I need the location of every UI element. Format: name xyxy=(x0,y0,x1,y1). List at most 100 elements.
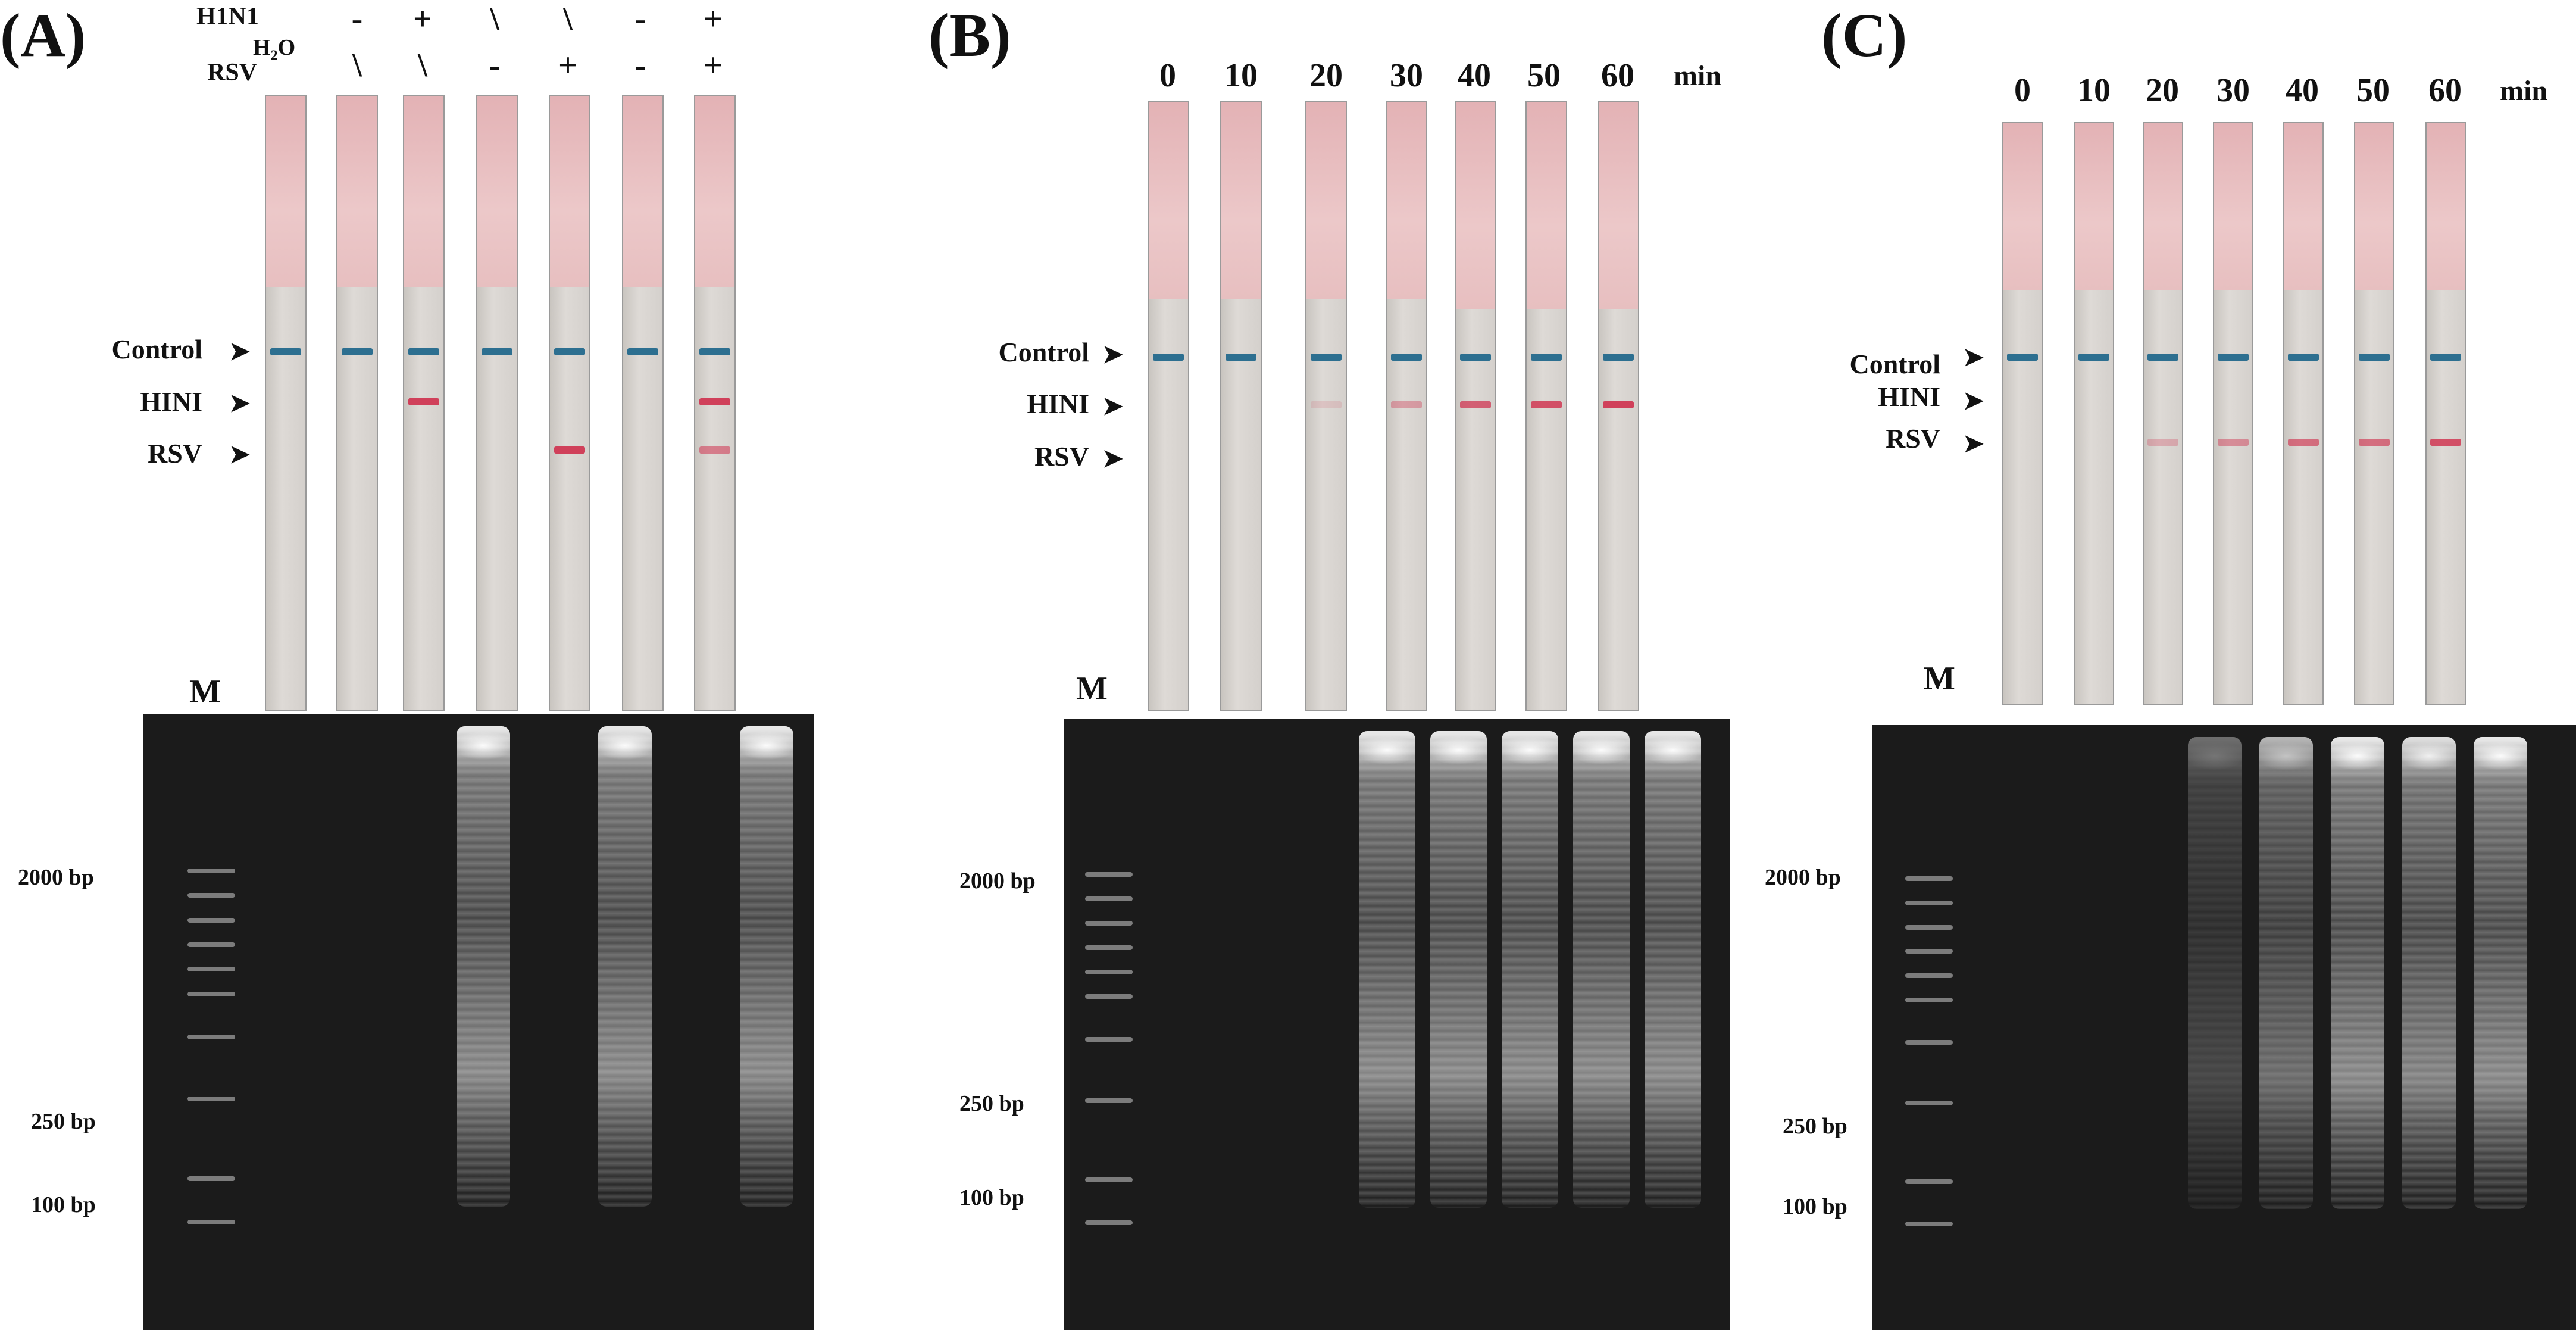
b-rsv-arrow-icon: ➤ xyxy=(1102,445,1124,473)
b-rsv-label: RSV xyxy=(1034,441,1089,471)
panel-a-strip xyxy=(694,95,736,711)
panel-b-gel xyxy=(1064,719,1730,1330)
a-rsv-arrow-icon: ➤ xyxy=(229,441,251,468)
a-bp-250: 250 bp xyxy=(31,1109,96,1134)
panel-a-rsv-row-label: RSV xyxy=(207,59,258,86)
a-row2-col2: \ xyxy=(418,47,427,84)
ladder-band xyxy=(1905,1039,1953,1045)
ladder-band xyxy=(187,917,235,923)
panel-a-h1n1-row-label: H1N1 xyxy=(196,3,259,30)
sample-pad xyxy=(1149,102,1188,299)
gel-lane-smear xyxy=(1502,731,1558,1208)
sample-pad xyxy=(2284,123,2322,290)
h1n1-test-line xyxy=(1530,401,1562,408)
control-line xyxy=(1530,354,1562,361)
a-bp-100: 100 bp xyxy=(31,1192,96,1217)
sample-pad xyxy=(695,96,734,287)
panel-a-strip xyxy=(549,95,590,711)
rsv-test-line xyxy=(554,446,586,454)
sample-pad xyxy=(550,96,589,287)
c-time-40: 40 xyxy=(2286,72,2319,109)
a-rsv-label: RSV xyxy=(147,438,202,468)
gel-lane-smear xyxy=(2402,737,2456,1210)
ladder-band xyxy=(1905,1100,1953,1105)
panel-c-strip xyxy=(2425,122,2466,705)
b-marker-label: M xyxy=(1076,670,1108,707)
ladder-band xyxy=(1085,970,1133,975)
a-row2-col6: + xyxy=(704,47,723,84)
a-row1-col1: - xyxy=(351,1,363,38)
b-bp-2000: 2000 bp xyxy=(959,869,1036,894)
c-unit-label: min xyxy=(2500,75,2548,107)
panel-b-strip xyxy=(1386,101,1427,711)
c-bp-2000: 2000 bp xyxy=(1765,865,1841,890)
rsv-test-line xyxy=(699,446,731,454)
ladder-band xyxy=(187,1035,235,1040)
b-time-30: 30 xyxy=(1390,57,1423,94)
b-time-40: 40 xyxy=(1458,57,1491,94)
ladder-band xyxy=(1085,994,1133,999)
ladder-band xyxy=(1085,1177,1133,1183)
control-line xyxy=(270,348,302,355)
dna-ladder xyxy=(1085,719,1133,1330)
c-time-10: 10 xyxy=(2077,72,2111,109)
panel-a-water-label: H2O xyxy=(253,35,295,64)
c-marker-label: M xyxy=(1924,660,1955,697)
c-control-label: Control xyxy=(1849,349,1941,379)
h1n1-test-line xyxy=(1310,401,1342,408)
a-row2-col5: - xyxy=(634,47,646,84)
a-control-arrow-icon: ➤ xyxy=(229,338,251,366)
a-row1-col4: \ xyxy=(563,1,573,38)
control-line xyxy=(1390,354,1423,361)
c-time-30: 30 xyxy=(2217,72,2250,109)
dna-ladder xyxy=(1905,725,1953,1330)
panel-c-strip xyxy=(2074,122,2114,705)
control-line xyxy=(627,348,659,355)
sample-pad xyxy=(1599,102,1638,309)
sample-pad xyxy=(1527,102,1566,309)
a-row2-col3: - xyxy=(489,47,501,84)
h1n1-test-line xyxy=(408,398,440,405)
sample-pad xyxy=(2075,123,2113,290)
water-sub: 2 xyxy=(270,48,278,64)
b-unit-label: min xyxy=(1674,60,1722,92)
control-line xyxy=(2147,354,2178,361)
a-control-label: Control xyxy=(111,334,203,364)
a-h1n1-label: HINI xyxy=(140,386,202,417)
rsv-test-line xyxy=(2430,439,2461,446)
ladder-band xyxy=(1905,997,1953,1002)
control-line xyxy=(341,348,373,355)
water-o: O xyxy=(277,35,296,60)
gel-lane-smear xyxy=(1573,731,1630,1208)
panel-b-letter: (B) xyxy=(929,1,1011,70)
b-control-arrow-icon: ➤ xyxy=(1102,341,1124,368)
ladder-band xyxy=(1905,949,1953,954)
ladder-band xyxy=(1905,924,1953,930)
c-control-arrow-icon: ➤ xyxy=(1963,344,1984,371)
b-h1n1-arrow-icon: ➤ xyxy=(1102,393,1124,420)
panel-c-gel xyxy=(1872,725,2576,1330)
gel-lane-smear xyxy=(2474,737,2527,1210)
a-row1-col2: + xyxy=(413,1,432,38)
ladder-band xyxy=(1905,973,1953,978)
panel-b-strip xyxy=(1525,101,1567,711)
gel-lane-smear xyxy=(457,726,510,1207)
ladder-band xyxy=(1905,876,1953,882)
ladder-band xyxy=(1085,945,1133,950)
h1n1-test-line xyxy=(1602,401,1634,408)
panel-a-letter: (A) xyxy=(0,1,86,70)
sample-pad xyxy=(623,96,662,287)
h1n1-test-line xyxy=(1459,401,1492,408)
b-time-0: 0 xyxy=(1159,57,1176,94)
sample-pad xyxy=(1456,102,1495,309)
gel-lane-smear xyxy=(1430,731,1487,1208)
control-line xyxy=(2430,354,2461,361)
panel-a-gel xyxy=(143,714,814,1330)
sample-pad xyxy=(2003,123,2042,290)
gel-lane-smear xyxy=(740,726,793,1207)
c-bp-100: 100 bp xyxy=(1783,1194,1847,1219)
gel-lane-smear xyxy=(2331,737,2384,1210)
gel-lane-smear xyxy=(598,726,652,1207)
b-time-60: 60 xyxy=(1601,57,1634,94)
b-time-10: 10 xyxy=(1224,57,1258,94)
